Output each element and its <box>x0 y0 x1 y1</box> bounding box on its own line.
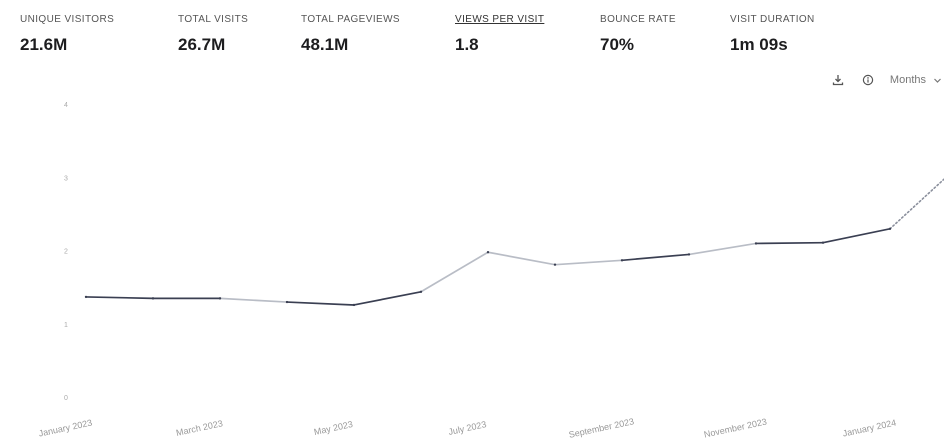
series-line-segment <box>420 251 489 293</box>
data-point[interactable] <box>754 242 758 245</box>
stat-label: BOUNCE RATE <box>600 14 676 25</box>
y-tick-label: 3 <box>64 175 68 182</box>
data-point[interactable] <box>486 251 490 254</box>
stat-label: TOTAL VISITS <box>178 14 249 25</box>
stat-unique-visitors[interactable]: UNIQUE VISITORS 21.6M <box>20 14 114 55</box>
x-tick-label: November 2023 <box>703 417 768 439</box>
stat-label: VIEWS PER VISIT <box>455 14 545 25</box>
chart-toolbar: Months <box>830 70 944 90</box>
info-icon[interactable] <box>860 72 876 88</box>
visitors-line-chart: 0 1 2 3 4 January 2023 March 2023 May 2023 July… <box>38 102 944 439</box>
chart-series <box>84 178 944 307</box>
stat-visit-duration[interactable]: VISIT DURATION 1m 09s <box>730 14 815 55</box>
stat-label: TOTAL PAGEVIEWS <box>301 14 400 25</box>
stat-value: 70% <box>600 35 635 54</box>
data-point[interactable] <box>151 297 155 300</box>
data-point[interactable] <box>553 263 557 266</box>
stat-value: 26.7M <box>178 35 226 54</box>
x-tick-label: March 2023 <box>175 418 224 438</box>
stat-value: 1.8 <box>455 35 479 54</box>
data-point[interactable] <box>620 259 624 262</box>
data-point[interactable] <box>218 297 222 300</box>
data-point[interactable] <box>285 300 289 304</box>
stat-label: VISIT DURATION <box>730 14 815 25</box>
series-line-segment <box>889 178 944 230</box>
data-point[interactable] <box>419 290 423 293</box>
x-tick-label: July 2023 <box>447 419 487 437</box>
x-tick-label: January 2024 <box>842 418 897 439</box>
series-line-segment <box>621 253 690 262</box>
data-point[interactable] <box>687 253 691 256</box>
y-tick-label: 2 <box>64 249 68 256</box>
y-tick-label: 1 <box>64 322 68 329</box>
series-line-segment <box>688 242 757 256</box>
data-point[interactable] <box>352 303 356 307</box>
x-tick-label: September 2023 <box>568 416 635 439</box>
x-tick-label: May 2023 <box>313 419 354 437</box>
stat-total-visits[interactable]: TOTAL VISITS 26.7M <box>178 14 248 55</box>
series-line-segment <box>755 241 824 245</box>
series-line-segment <box>554 259 623 266</box>
y-tick-label: 4 <box>64 102 68 109</box>
chevron-down-icon <box>932 72 942 88</box>
stat-total-pageviews[interactable]: TOTAL PAGEVIEWS 48.1M <box>301 14 400 55</box>
stat-views-per-visit[interactable]: VIEWS PER VISIT 1.8 <box>455 14 544 55</box>
x-tick-label: January 2023 <box>38 418 93 439</box>
period-select[interactable]: Months <box>890 72 944 88</box>
series-line-segment <box>286 301 355 306</box>
stat-value: 21.6M <box>20 35 68 54</box>
series-line-segment <box>219 297 288 303</box>
series-line-segment <box>487 251 556 266</box>
x-axis: January 2023 March 2023 May 2023 July 2023 S… <box>38 416 897 439</box>
stats-bar: UNIQUE VISITORS 21.6M TOTAL VISITS 26.7M… <box>0 0 944 70</box>
download-icon[interactable] <box>830 72 846 88</box>
series-line-segment <box>822 227 891 244</box>
data-point[interactable] <box>821 241 825 244</box>
stat-bounce-rate[interactable]: BOUNCE RATE 70% <box>600 14 676 55</box>
y-tick-label: 0 <box>64 395 68 402</box>
data-point[interactable] <box>84 295 88 299</box>
data-point[interactable] <box>888 227 892 230</box>
stat-label: UNIQUE VISITORS <box>20 14 115 25</box>
stat-value: 48.1M <box>301 35 349 54</box>
y-axis: 0 1 2 3 4 <box>64 102 68 402</box>
series-line-segment <box>353 290 422 306</box>
series-line-segment <box>85 296 154 300</box>
stat-value: 1m 09s <box>730 35 788 54</box>
period-label: Months <box>889 74 926 86</box>
